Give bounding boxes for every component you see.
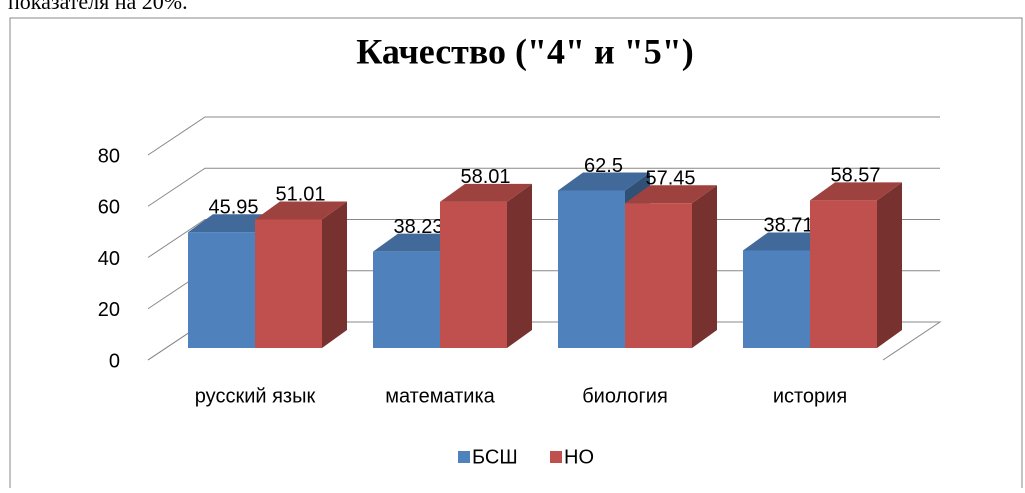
bar: [440, 201, 507, 348]
bar-side: [877, 182, 902, 348]
bar-top: [255, 201, 347, 220]
data-label: 38.23: [393, 216, 443, 238]
legend-swatch: [458, 451, 470, 463]
data-label: 51.01: [275, 184, 325, 206]
chart-frame: [9, 17, 1023, 493]
data-label: 57.45: [645, 168, 695, 190]
x-tick-label: биология: [582, 385, 668, 407]
bar-side: [322, 201, 347, 348]
grid-line: [147, 116, 940, 156]
data-label: 58.01: [460, 166, 510, 188]
data-label: 38.71: [763, 215, 813, 237]
grid-line: [147, 167, 940, 207]
bar: [255, 219, 322, 348]
data-label: 45.95: [208, 196, 258, 218]
bar: [188, 232, 255, 348]
x-tick-label: математика: [385, 385, 495, 407]
bar-top: [558, 172, 650, 191]
bar-top: [440, 183, 532, 202]
data-label: 62.5: [584, 155, 623, 177]
y-tick-label: 20: [98, 299, 120, 321]
legend-swatch: [550, 451, 562, 463]
bar-side: [507, 183, 532, 348]
bar: [558, 190, 625, 348]
data-label: 58.57: [830, 165, 880, 187]
bar: [373, 251, 440, 348]
y-tick-label: 60: [98, 197, 120, 219]
bar: [625, 203, 692, 348]
y-tick-label: 40: [98, 248, 120, 270]
bar-side: [692, 185, 717, 348]
y-tick-label: 80: [98, 145, 120, 167]
bar: [810, 200, 877, 348]
x-tick-label: русский язык: [195, 385, 316, 407]
x-tick-label: история: [773, 385, 847, 407]
chart-title: Качество ("4" и "5"): [356, 31, 693, 71]
legend-label: БСШ: [472, 446, 518, 468]
bar: [743, 250, 810, 348]
text-above: показателя на 20%.: [8, 0, 188, 14]
bar-top: [810, 182, 902, 201]
y-tick-label: 0: [109, 350, 120, 372]
bar-top: [625, 185, 717, 204]
legend-label: НО: [564, 446, 594, 468]
